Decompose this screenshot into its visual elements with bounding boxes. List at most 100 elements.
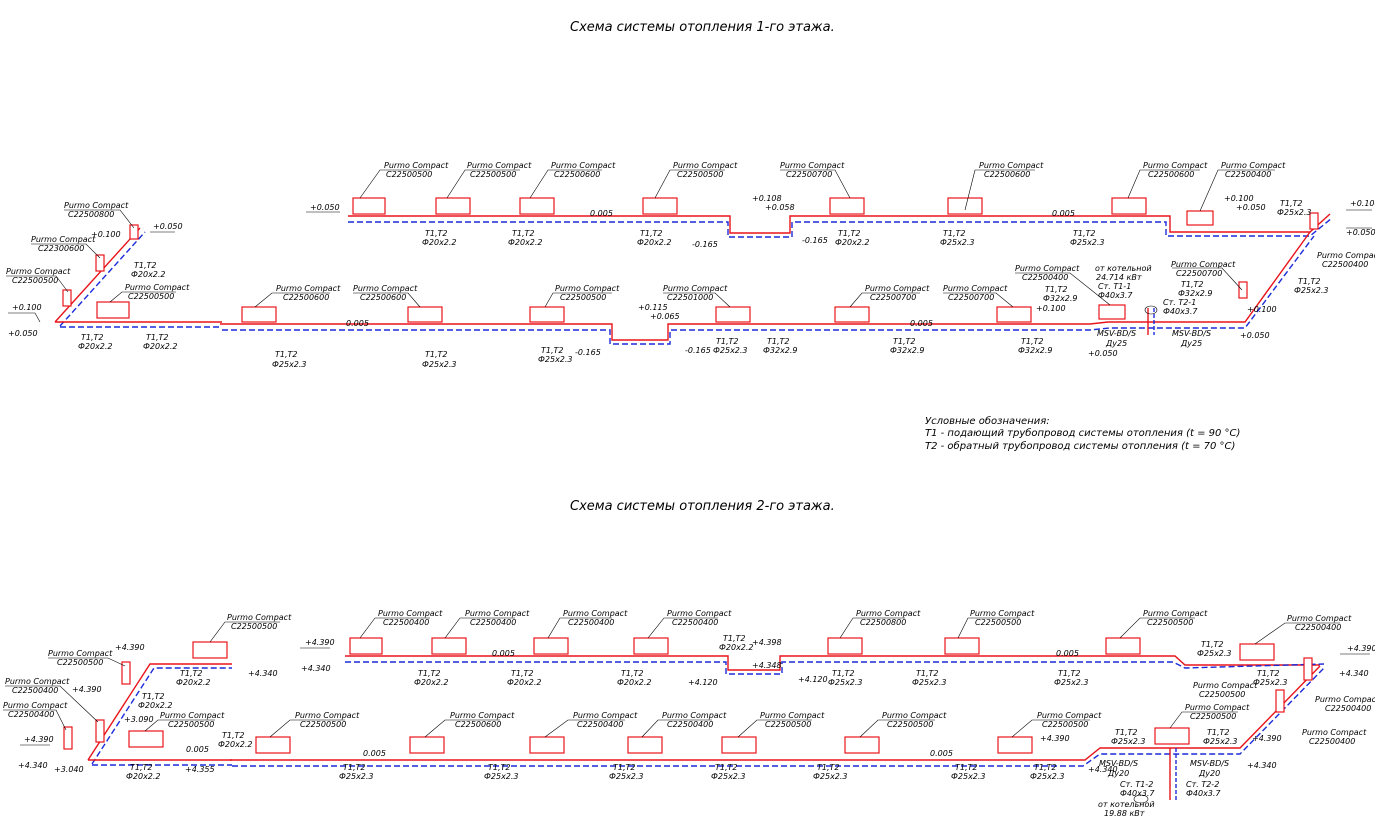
pipe-size: Ф25х2.3	[1294, 286, 1329, 295]
brand-label: Purmo Compact	[1287, 614, 1352, 623]
brand-label: Purmo Compact	[1143, 609, 1208, 618]
model-label: C22500400	[8, 710, 54, 719]
model-label: C22300600	[38, 244, 84, 253]
pipe-size: Ф20х2.2	[719, 643, 754, 652]
brand-label: Purmo Compact	[1315, 695, 1375, 704]
brand-label: Purmo Compact	[1221, 161, 1286, 170]
brand-label: Purmo Compact	[467, 161, 532, 170]
level-mark: +0.100	[91, 230, 121, 239]
pipe-size: Ф32х2.9	[763, 346, 798, 355]
level-mark: +4.340	[248, 669, 278, 678]
model-label: C22500400	[577, 720, 623, 729]
brand-label: Purmo Compact	[1317, 251, 1375, 260]
valve-dn: Ду20	[1198, 769, 1220, 778]
brand-label: Purmo Compact	[3, 701, 68, 710]
model-label: C22500600	[455, 720, 501, 729]
model-label: C22500600	[1148, 170, 1194, 179]
floor1-labels: Purmo Compact C22500500 Purmo Compact C2…	[6, 161, 1375, 369]
pipe-tag: Т1,Т2	[425, 350, 448, 359]
pipe-size: Ф32х2.9	[1018, 346, 1053, 355]
pipe-tag: Т1,Т2	[613, 763, 636, 772]
model-label: C22500500	[765, 720, 811, 729]
brand-label: Purmo Compact	[573, 711, 638, 720]
pipe-size: Ф25х2.3	[828, 678, 863, 687]
model-label: C22500500	[168, 720, 214, 729]
brand-label: Purmo Compact	[865, 284, 930, 293]
level-mark: +4.390	[24, 735, 54, 744]
radiator	[1303, 657, 1313, 681]
radiator	[642, 197, 678, 215]
level-mark: +0.050	[1346, 228, 1375, 237]
pipe-size: Ф20х2.2	[422, 238, 457, 247]
level-mark: 0.005	[186, 745, 209, 754]
level-mark: 0.005	[492, 649, 515, 658]
brand-label: Purmo Compact	[295, 711, 360, 720]
boiler-power: 24.714 кВт	[1096, 273, 1142, 282]
valve-label: MSV-BD/S	[1097, 329, 1136, 338]
model-label: C22500400	[470, 618, 516, 627]
radiator	[62, 289, 72, 307]
boiler-size: Ф40х3.7	[1120, 789, 1155, 798]
brand-label: Purmo Compact	[227, 613, 292, 622]
model-label: C22500400	[383, 618, 429, 627]
pipe-tag: Т1,Т2	[418, 669, 441, 678]
pipe-tag: Т1,Т2	[81, 333, 104, 342]
radiator	[947, 197, 983, 215]
pipe-size: Ф20х2.2	[138, 701, 173, 710]
level-mark: +0.100	[12, 303, 42, 312]
level-mark: 0.005	[346, 319, 369, 328]
level-mark: 0.005	[590, 209, 613, 218]
brand-label: Purmo Compact	[31, 235, 96, 244]
brand-label: Purmo Compact	[673, 161, 738, 170]
brand-label: Purmo Compact	[856, 609, 921, 618]
pipe-size: Ф20х2.2	[414, 678, 449, 687]
model-label: C22500500	[57, 658, 103, 667]
radiator	[192, 641, 228, 659]
level-mark: +0.115	[638, 303, 668, 312]
pipe-size: Ф25х2.3	[1203, 737, 1238, 746]
model-label: C22500800	[68, 210, 114, 219]
legend-t2: Т2 - обратный трубопровод системы отопле…	[925, 440, 1235, 452]
pipe-size: Ф20х2.2	[508, 238, 543, 247]
level-mark: +4.340	[1247, 761, 1277, 770]
pipe-tag: Т1,Т2	[511, 669, 534, 678]
legend-t1: Т1 - подающий трубопровод системы отопле…	[925, 427, 1240, 439]
pipe-size: Ф25х2.3	[1253, 678, 1288, 687]
radiator	[627, 736, 663, 754]
radiator	[829, 197, 865, 215]
brand-label: Purmo Compact	[450, 711, 515, 720]
pipe-size: Ф25х2.3	[609, 772, 644, 781]
brand-label: Purmo Compact	[465, 609, 530, 618]
level-mark: +0.050	[1240, 331, 1270, 340]
model-label: C22500500	[1147, 618, 1193, 627]
valve-label: MSV-BD/S	[1190, 759, 1229, 768]
pipe-tag: Т1,Т2	[955, 763, 978, 772]
pipe-size: Ф20х2.2	[131, 270, 166, 279]
level-mark: +4.348	[752, 661, 782, 670]
brand-label: Purmo Compact	[5, 677, 70, 686]
level-mark: 0.005	[363, 749, 386, 758]
level-mark: -0.165	[575, 348, 601, 357]
pipe-size: Ф32х2.9	[1043, 294, 1078, 303]
pipe-size: Ф20х2.2	[176, 678, 211, 687]
level-ticks	[8, 209, 1372, 746]
level-mark: 0.005	[1052, 209, 1075, 218]
brand-label: Purmo Compact	[1143, 161, 1208, 170]
valve-dn: Ду25	[1180, 339, 1202, 348]
radiator	[834, 306, 870, 323]
pipe-tag: Т1,Т2	[488, 763, 511, 772]
boiler-st1: Ст. Т1-1	[1098, 282, 1131, 291]
pipe-tag: Т1,Т2	[130, 763, 153, 772]
boiler-size: Ф40х3.7	[1163, 307, 1198, 316]
pipe-tag: Т1,Т2	[222, 731, 245, 740]
pipe-tag: Т1,Т2	[715, 763, 738, 772]
radiator	[431, 637, 467, 655]
radiator	[121, 661, 131, 685]
brand-label: Purmo Compact	[384, 161, 449, 170]
brand-label: Purmo Compact	[979, 161, 1044, 170]
model-label: C22500500	[1190, 712, 1236, 721]
pipe-size: Ф32х2.9	[890, 346, 925, 355]
pipe-tag: Т1,Т2	[146, 333, 169, 342]
valve-label: MSV-BD/S	[1172, 329, 1211, 338]
pipe-tag: Т1,Т2	[767, 337, 790, 346]
